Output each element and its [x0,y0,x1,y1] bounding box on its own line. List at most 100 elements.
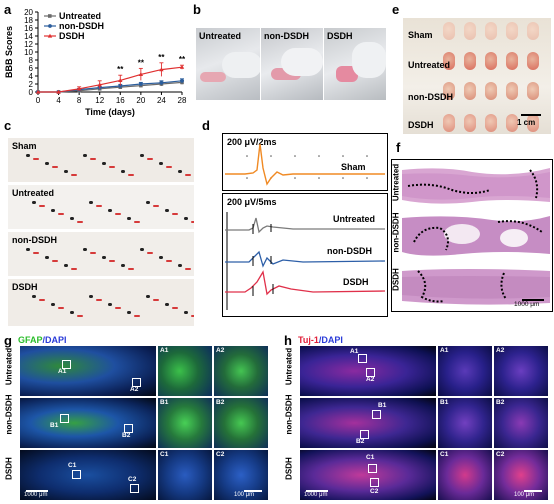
g-row-non-dsdh: non-DSDH [4,394,14,435]
point-2-6 [159,67,164,72]
h-big-untreated: A1 A2 [300,346,436,396]
g-big-untreated: A1 A2 [20,346,156,396]
legend-marker-2 [47,33,53,38]
h-zoom-a2: A2 [494,346,548,396]
he-scale-bar [522,299,544,301]
point-2-5 [138,72,144,76]
x-tick-label: 16 [116,96,125,105]
he-dsdh: 1000 μm [402,263,550,309]
specimen-photo: Sham Untreated non-DSDH DSDH 1 cm [403,18,551,134]
panel-label-c: c [4,118,12,133]
footprint-non-dsdh: non-DSDH [8,232,194,276]
he-non-dsdh [402,212,550,258]
h-zoom-b2: B2 [494,398,548,448]
y-tick-label: 8 [29,56,34,65]
scale-treatment: 200 μV/5ms [227,197,277,207]
y-tick-label: 6 [29,64,34,73]
point-1-5 [138,82,143,86]
g-row-untreated: Untreated [4,347,14,386]
h-zoom-a1: A1 [438,346,492,396]
h-title-marker: Tuj-1 [298,335,319,345]
g-scale-big: 1000 μm [24,492,48,498]
x-tick-label: 4 [56,96,61,105]
y-tick-label: 0 [29,88,34,97]
scale-bar [521,114,541,116]
g-zoom-b1: B1 [158,398,212,448]
h-scale-big: 1000 μm [304,492,328,498]
specimen-label-non-dsdh: non-DSDH [408,92,453,102]
y-tick-label: 12 [24,40,33,49]
y-tick-label: 20 [24,8,33,17]
trace-label-dsdh: DSDH [343,277,369,287]
h-row-non-dsdh: non-DSDH [284,394,294,435]
specimen-label-untreated: Untreated [408,60,451,70]
x-tick-label: 20 [136,96,145,105]
footprint-panel: Sham Untreated non-DSDH DSDH [8,138,194,326]
he-untreated [402,162,550,206]
y-tick-label: 10 [24,48,33,57]
he-scale-label: 1000 μm [514,301,540,308]
he-label-untreated: Untreated [391,163,401,202]
y-tick-label: 4 [29,72,34,81]
h-row-untreated: Untreated [284,347,294,386]
photo-non-dsdh: non-DSDH [261,28,323,100]
h-zoom-c2: C2 100 μm [494,450,548,500]
legend-marker-1 [48,24,52,28]
h-zoom-c1: C1 [438,450,492,500]
x-tick-label: 24 [157,96,166,105]
significance-label: ** [158,53,165,62]
point-1-6 [159,80,164,85]
specimen-label-dsdh: DSDH [408,120,434,130]
g-zoom-c2: C2 100 μm [214,450,268,500]
g-big-non-dsdh: B1 B2 [20,398,156,448]
x-tick-label: 12 [95,96,104,105]
he-panel: Untreated non-DSDH DSDH 1000 μm [391,159,553,312]
h-row-dsdh: DSDH [284,457,294,480]
h-big-dsdh: C1 C2 1000 μm [300,450,436,500]
significance-label: ** [117,65,124,74]
y-tick-label: 2 [29,80,34,89]
g-row-dsdh: DSDH [4,457,14,480]
point-1-7 [180,78,184,83]
x-tick-label: 8 [77,96,82,105]
trace-label-non-dsdh: non-DSDH [327,246,372,256]
y-tick-label: 16 [24,24,33,33]
he-label-dsdh: DSDH [391,268,401,291]
legend-marker-0 [48,14,52,18]
g-zoom-a2: A2 [214,346,268,396]
treatment-trace-box: 200 μV/5ms Untreated non-DSDH DSDH [222,193,388,317]
point-2-2 [76,86,82,91]
g-zoom-c1: C1 [158,450,212,500]
sham-trace-box: 200 μV/2ms Sham [222,133,388,191]
panel-label-h: h [284,333,292,348]
g-scale-small: 100 μm [234,492,255,498]
h-big-non-dsdh: B1 B2 [300,398,436,448]
point-2-1 [56,89,61,94]
y-tick-label: 18 [24,16,33,25]
panel-label-g: g [4,333,12,348]
x-axis-label: Time (days) [85,107,135,117]
trace-label-untreated: Untreated [333,214,376,224]
g-big-dsdh: C1 C2 1000 μm [20,450,156,500]
g-zoom-a1: A1 [158,346,212,396]
photo-label-untreated: Untreated [199,31,242,41]
point-2-4 [118,78,123,82]
legend-label-0: Untreated [59,11,101,21]
x-tick-label: 0 [36,96,41,105]
panel-label-f: f [396,140,401,155]
g-title-dapi: /DAPI [42,335,67,345]
legend-label-1: non-DSDH [59,21,104,31]
photo-untreated: Untreated [196,28,260,100]
trace-label-sham: Sham [341,162,366,172]
photo-label-dsdh: DSDH [327,31,353,41]
h-title: Tuj-1/DAPI [298,335,343,345]
panel-label-e: e [392,2,400,17]
photo-dsdh: DSDH [324,28,386,100]
point-2-7 [179,64,185,69]
tuj1-panel: Untreated non-DSDH DSDH A1 A2 B1 B2 C1 C… [284,346,554,500]
panel-label-b: b [193,2,201,17]
footprint-dsdh: DSDH [8,279,194,326]
y-tick-label: 14 [24,32,33,41]
panel-label-a: a [4,2,12,17]
